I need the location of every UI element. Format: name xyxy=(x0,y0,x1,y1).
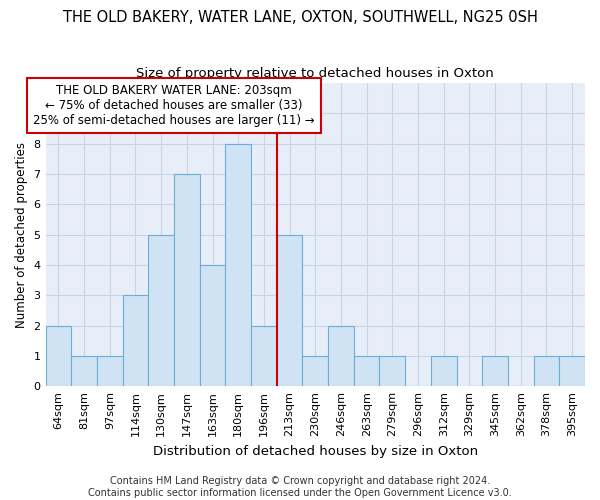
Bar xyxy=(328,326,354,386)
Bar xyxy=(46,326,71,386)
Bar xyxy=(200,265,226,386)
Bar xyxy=(122,295,148,386)
Bar xyxy=(302,356,328,386)
Text: Contains HM Land Registry data © Crown copyright and database right 2024.
Contai: Contains HM Land Registry data © Crown c… xyxy=(88,476,512,498)
Bar xyxy=(482,356,508,386)
Bar xyxy=(277,234,302,386)
Title: Size of property relative to detached houses in Oxton: Size of property relative to detached ho… xyxy=(136,68,494,80)
Y-axis label: Number of detached properties: Number of detached properties xyxy=(15,142,28,328)
Bar xyxy=(431,356,457,386)
Text: THE OLD BAKERY, WATER LANE, OXTON, SOUTHWELL, NG25 0SH: THE OLD BAKERY, WATER LANE, OXTON, SOUTH… xyxy=(62,10,538,25)
Bar xyxy=(533,356,559,386)
Bar xyxy=(379,356,405,386)
Bar xyxy=(148,234,174,386)
Bar xyxy=(97,356,122,386)
Bar xyxy=(559,356,585,386)
Bar xyxy=(71,356,97,386)
Bar xyxy=(354,356,379,386)
X-axis label: Distribution of detached houses by size in Oxton: Distribution of detached houses by size … xyxy=(153,444,478,458)
Bar xyxy=(226,144,251,386)
Bar xyxy=(251,326,277,386)
Bar xyxy=(174,174,200,386)
Text: THE OLD BAKERY WATER LANE: 203sqm
← 75% of detached houses are smaller (33)
25% : THE OLD BAKERY WATER LANE: 203sqm ← 75% … xyxy=(33,84,315,128)
